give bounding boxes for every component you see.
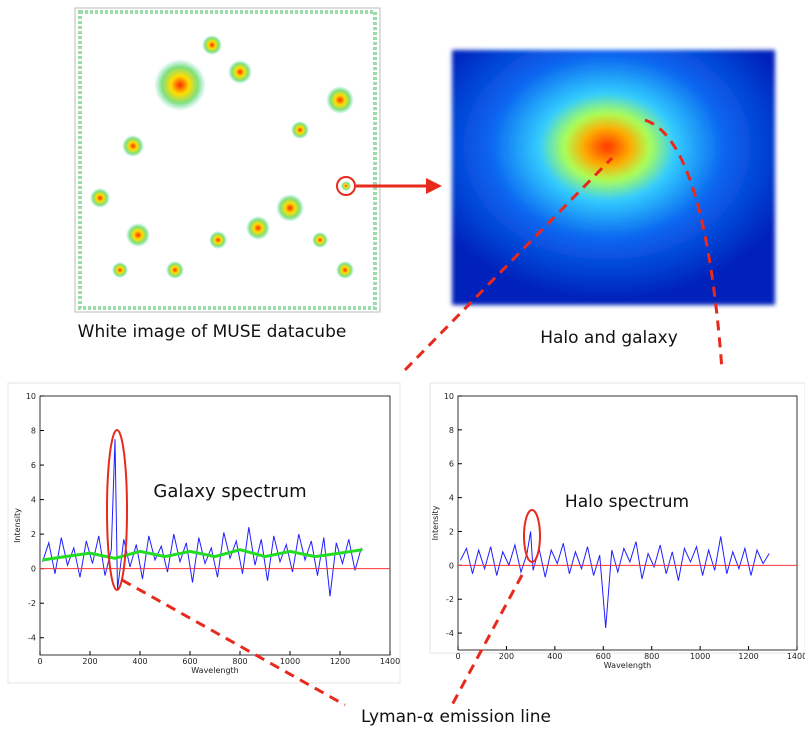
annotation: Galaxy spectrum <box>153 481 306 502</box>
chart-background <box>7 382 401 684</box>
y-tick-label: -2 <box>446 595 454 604</box>
halo-image <box>452 50 775 305</box>
highlight <box>523 509 541 563</box>
y-tick-label: 0 <box>449 561 454 570</box>
caption: Halo and galaxy <box>540 328 678 348</box>
y-tick-label: 6 <box>449 460 454 469</box>
x-tick-label: 1400 <box>787 652 805 661</box>
y-tick-label: 10 <box>26 392 36 401</box>
connector <box>450 574 524 706</box>
x-tick-label: 0 <box>37 657 42 666</box>
caption: White image of MUSE datacube <box>78 322 347 342</box>
y-tick-label: 8 <box>449 426 454 435</box>
chart: 0 200 400 600 800 1000 1200 1400 -4 -2 0 2 4 6 8 10 Wave… <box>429 382 805 670</box>
connector <box>121 578 346 707</box>
y-axis-label: Intensity <box>431 505 440 540</box>
series-line <box>459 531 770 629</box>
highlight <box>106 429 128 591</box>
arrow-head <box>426 178 442 194</box>
y-tick-label: 0 <box>31 565 36 574</box>
y-tick-label: -4 <box>28 634 36 643</box>
x-tick-label: 200 <box>82 657 97 666</box>
caption: Lyman-α emission line <box>361 707 551 727</box>
y-tick-label: -2 <box>28 599 36 608</box>
x-tick-label: 600 <box>182 657 197 666</box>
y-tick-label: 8 <box>31 427 36 436</box>
x-tick-label: 1200 <box>738 652 758 661</box>
connector <box>644 118 724 371</box>
y-tick-label: 2 <box>31 530 36 539</box>
y-tick-label: 2 <box>449 527 454 536</box>
x-tick-label: 1000 <box>690 652 710 661</box>
annotation: Halo spectrum <box>565 492 689 512</box>
connector <box>403 156 614 372</box>
y-tick-label: 6 <box>31 461 36 470</box>
series-line <box>42 548 363 562</box>
chart-background <box>429 382 805 654</box>
white-image <box>74 7 381 313</box>
x-tick-label: 600 <box>596 652 611 661</box>
plot-area <box>39 395 391 656</box>
y-axis-label: Intensity <box>13 508 22 543</box>
x-tick-label: 800 <box>644 652 659 661</box>
x-tick-label: 0 <box>455 652 460 661</box>
chart: 0 200 400 600 800 1000 1200 1400 -4 -2 0 2 4 6 8 10 Wave… <box>7 382 401 684</box>
plot-area <box>457 395 798 651</box>
x-tick-label: 1200 <box>330 657 350 666</box>
y-tick-label: 4 <box>31 496 36 505</box>
x-tick-label: 400 <box>547 652 562 661</box>
x-axis-label: Wavelength <box>604 661 651 670</box>
x-axis-label: Wavelength <box>191 666 238 675</box>
x-tick-label: 1000 <box>280 657 300 666</box>
x-tick-label: 800 <box>232 657 247 666</box>
x-tick-label: 1400 <box>380 657 400 666</box>
x-tick-label: 200 <box>499 652 514 661</box>
y-tick-label: -4 <box>446 629 454 638</box>
x-tick-label: 400 <box>132 657 147 666</box>
y-tick-label: 10 <box>444 392 454 401</box>
y-tick-label: 4 <box>449 494 454 503</box>
